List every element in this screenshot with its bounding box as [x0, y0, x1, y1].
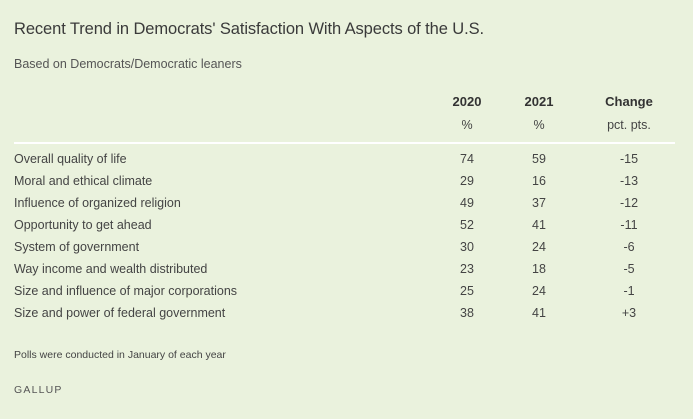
- table-body: Overall quality of life 74 59 -15 Moral …: [14, 148, 675, 324]
- table-header-row: 2020 2021 Change: [14, 90, 675, 114]
- table-row: Size and influence of major corporations…: [14, 280, 675, 302]
- table-row: Opportunity to get ahead 52 41 -11: [14, 214, 675, 236]
- row-label: Opportunity to get ahead: [14, 218, 152, 232]
- value-change: -5: [623, 262, 635, 276]
- value-2021: 41: [532, 218, 546, 232]
- value-2020: 74: [460, 152, 474, 166]
- row-label: Moral and ethical climate: [14, 174, 153, 188]
- value-2020: 23: [460, 262, 474, 276]
- value-2021: 37: [532, 196, 546, 210]
- value-change: -13: [619, 174, 639, 188]
- value-change: -12: [619, 196, 639, 210]
- value-change: -6: [623, 240, 635, 254]
- row-label: Way income and wealth distributed: [14, 262, 208, 276]
- value-2020: 49: [460, 196, 474, 210]
- value-change: -11: [620, 218, 638, 232]
- row-label: Overall quality of life: [14, 152, 127, 166]
- row-label: Size and power of federal government: [14, 306, 226, 320]
- column-header-change: Change: [605, 94, 653, 109]
- table-row: Moral and ethical climate 29 16 -13: [14, 170, 675, 192]
- value-2020: 38: [460, 306, 474, 320]
- subtitle: Based on Democrats/Democratic leaners: [14, 57, 242, 71]
- value-2020: 52: [460, 218, 474, 232]
- value-change: +3: [621, 306, 637, 320]
- column-header-2021: 2021: [524, 94, 554, 109]
- table-unit-row: % % pct. pts.: [14, 114, 675, 142]
- table-row: Way income and wealth distributed 23 18 …: [14, 258, 675, 280]
- gallup-logo: GALLUP: [14, 384, 63, 396]
- unit-change: pct. pts.: [607, 118, 651, 132]
- table-row: Size and power of federal government 38 …: [14, 302, 675, 324]
- value-change: -1: [623, 284, 635, 298]
- value-2020: 30: [460, 240, 474, 254]
- row-label: Size and influence of major corporations: [14, 284, 238, 298]
- header-divider: [14, 142, 675, 144]
- page-title: Recent Trend in Democrats' Satisfaction …: [14, 20, 484, 38]
- value-2021: 16: [532, 174, 546, 188]
- unit-2020: %: [461, 118, 473, 132]
- row-label: System of government: [14, 240, 140, 254]
- value-2020: 29: [460, 174, 474, 188]
- value-2021: 24: [532, 240, 546, 254]
- value-2021: 18: [532, 262, 546, 276]
- table-row: Overall quality of life 74 59 -15: [14, 148, 675, 170]
- value-2021: 41: [532, 306, 546, 320]
- table-row: Influence of organized religion 49 37 -1…: [14, 192, 675, 214]
- footnote: Polls were conducted in January of each …: [14, 349, 226, 361]
- row-label: Influence of organized religion: [14, 196, 181, 210]
- table-row: System of government 30 24 -6: [14, 236, 675, 258]
- data-table: 2020 2021 Change % % pct. pts. Overall q…: [14, 90, 675, 324]
- value-2020: 25: [460, 284, 474, 298]
- unit-2021: %: [533, 118, 545, 132]
- column-header-2020: 2020: [452, 94, 482, 109]
- value-change: -15: [619, 152, 639, 166]
- value-2021: 24: [532, 284, 546, 298]
- value-2021: 59: [532, 152, 546, 166]
